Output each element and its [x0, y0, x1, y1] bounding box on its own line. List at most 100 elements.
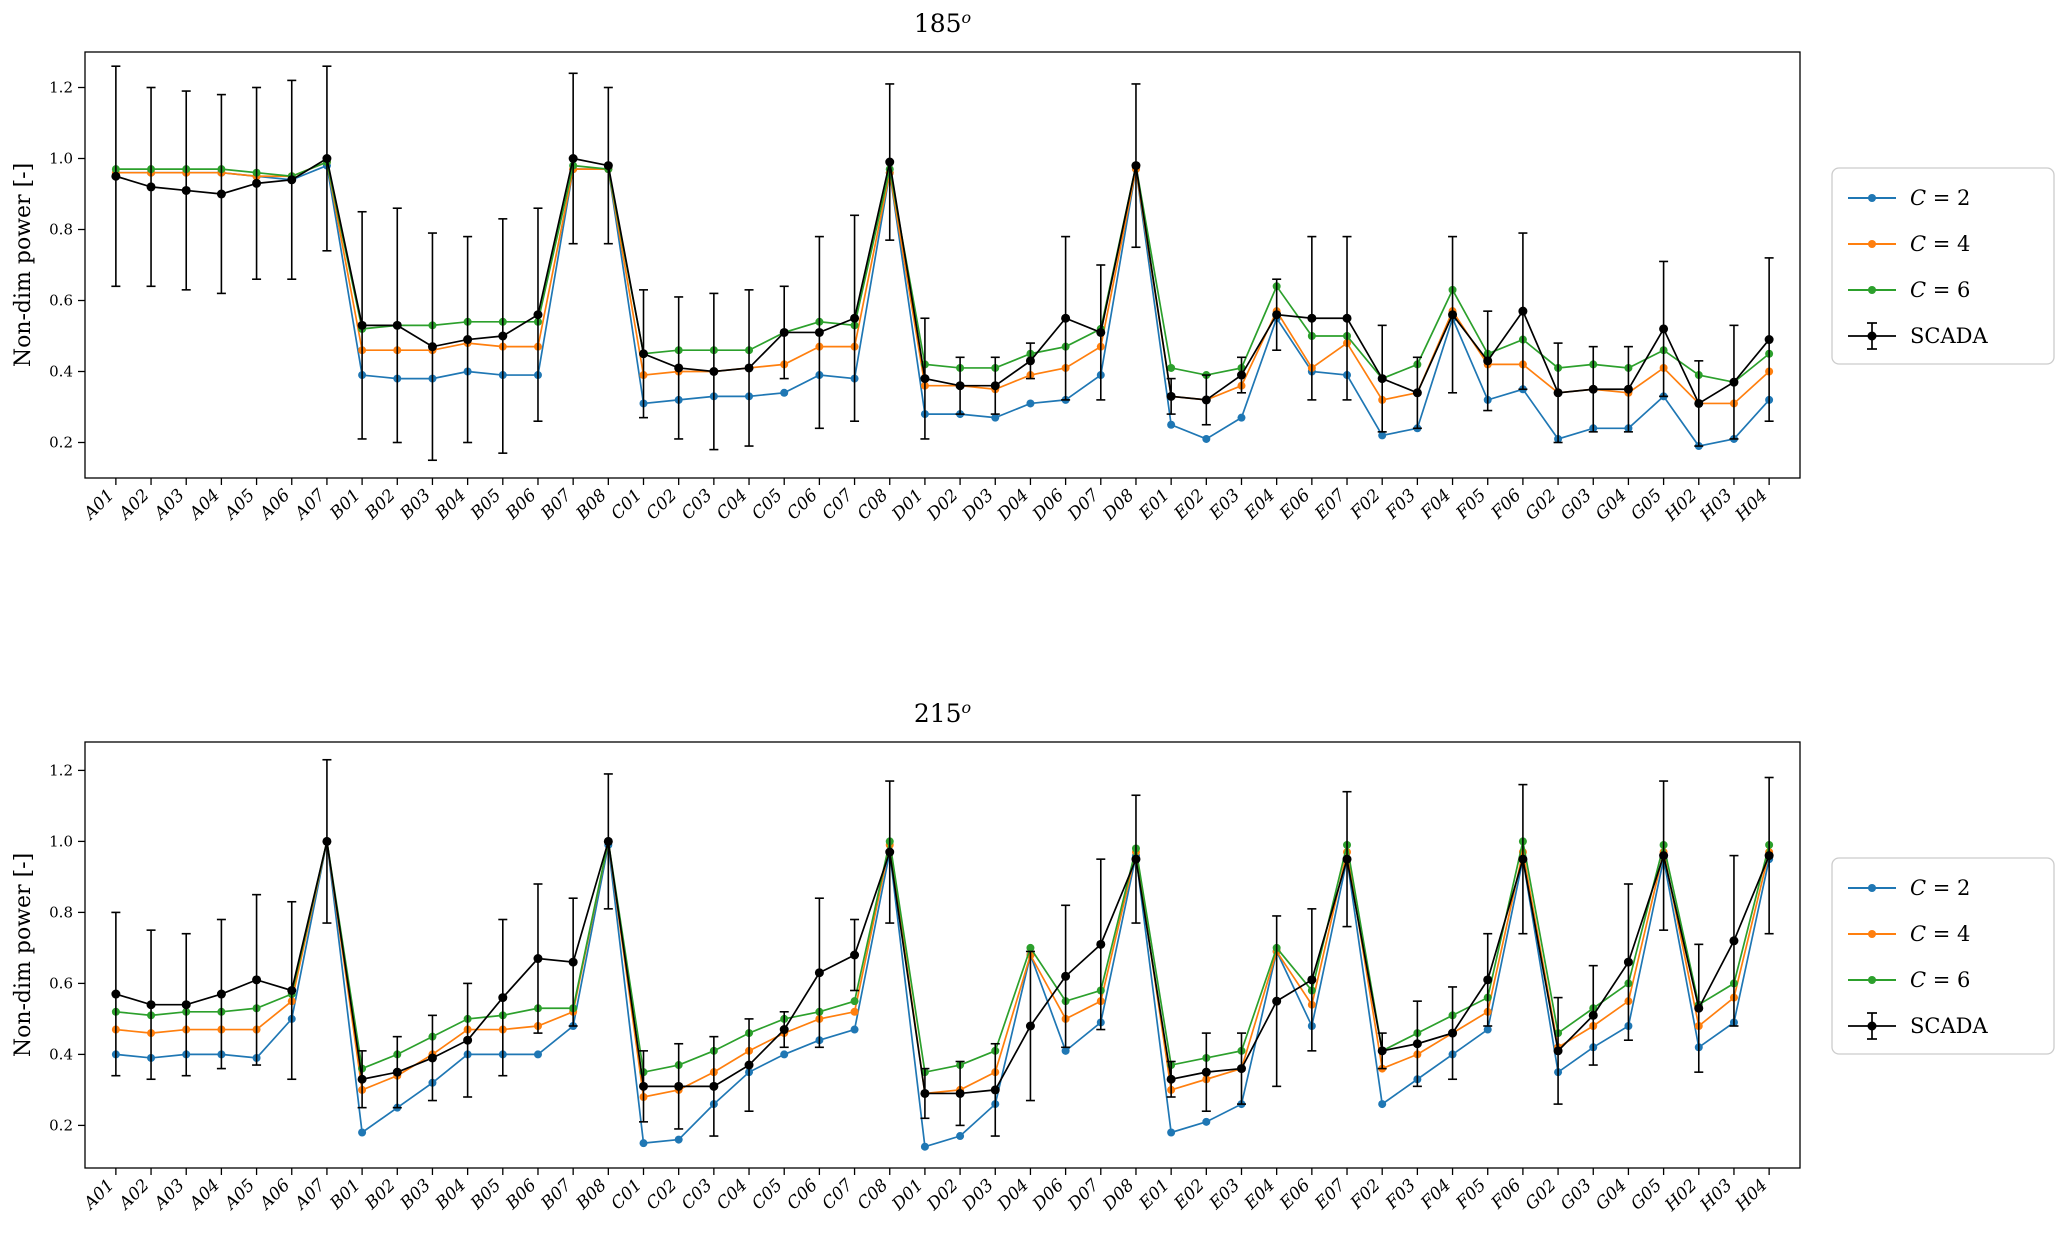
legend-label: SCADA	[1910, 1014, 1988, 1038]
series-marker	[498, 993, 508, 1003]
series-marker	[674, 1081, 684, 1091]
series-marker	[744, 1060, 754, 1070]
legend: C = 2 C = 4 C = 6 SCADA	[1831, 167, 2055, 365]
x-tick-label: E07	[1311, 1175, 1350, 1214]
series-marker	[1553, 388, 1563, 398]
series-marker	[850, 950, 860, 960]
series-marker	[1166, 1074, 1176, 1084]
series-marker	[674, 363, 684, 373]
y-tick-label: 1.0	[49, 149, 73, 167]
x-tick-label: G05	[1627, 1175, 1666, 1214]
x-tick-label: G05	[1627, 485, 1666, 524]
x-tick-label: D06	[1028, 485, 1068, 525]
series-marker	[1378, 1100, 1387, 1109]
x-tick-label: D04	[993, 1175, 1033, 1215]
x-tick-label: C05	[748, 485, 787, 524]
series-marker	[568, 154, 578, 163]
x-tick-label: C06	[783, 485, 822, 524]
series-marker	[1764, 851, 1774, 861]
x-tick-label: D04	[993, 485, 1033, 525]
series-marker	[1167, 420, 1176, 429]
x-tick-label: E07	[1311, 485, 1350, 524]
series-marker	[1026, 943, 1035, 952]
series-marker	[1623, 957, 1633, 967]
series-marker	[779, 1025, 789, 1035]
x-tick-label: F04	[1417, 485, 1455, 523]
legend-box	[1831, 857, 2055, 1055]
series-marker	[1167, 363, 1176, 372]
y-tick-label: 1.2	[49, 761, 73, 779]
x-tick-label: H04	[1731, 1175, 1772, 1216]
series-marker	[498, 331, 508, 341]
series-marker	[181, 185, 191, 195]
x-tick-label: D08	[1099, 485, 1139, 525]
series-marker	[780, 388, 789, 397]
series-marker	[709, 367, 719, 376]
series-line	[115, 157, 1770, 405]
x-tick-label: A01	[79, 1175, 119, 1215]
x-tick-label: B03	[396, 485, 435, 524]
series-marker	[956, 1132, 965, 1141]
series-marker	[287, 175, 297, 185]
x-tick-label: C05	[748, 1175, 787, 1214]
series-marker	[1236, 370, 1246, 380]
series-marker	[392, 320, 402, 330]
series-marker	[1448, 1028, 1458, 1038]
series-marker	[1378, 431, 1387, 440]
series-marker	[1588, 1010, 1598, 1020]
series-marker	[779, 327, 789, 337]
y-tick-label: 0.2	[49, 1116, 73, 1134]
x-tick-label: A06	[255, 485, 295, 525]
x-tick-label: F05	[1452, 1175, 1490, 1213]
x-tick-label: E01	[1135, 1175, 1174, 1214]
series-marker	[1448, 310, 1458, 320]
x-tick-label: B05	[466, 485, 505, 524]
series-marker	[533, 954, 543, 964]
x-tick-label: F02	[1346, 485, 1384, 523]
x-tick-label: D01	[888, 485, 928, 525]
x-tick-label: B01	[326, 1175, 365, 1214]
x-tick-label: D02	[923, 1175, 963, 1215]
x-tick-label: B08	[572, 485, 611, 524]
x-tick-label: E01	[1135, 485, 1174, 524]
legend-entry-C = 6: C = 6	[1848, 968, 1970, 992]
legend-entry-C = 2: C = 2	[1848, 876, 1970, 900]
series-marker	[1518, 306, 1528, 316]
x-tick-label: A04	[184, 485, 224, 525]
series-marker	[568, 957, 578, 967]
series-marker	[216, 989, 226, 999]
series-marker	[1025, 356, 1035, 366]
series-marker	[1377, 1046, 1387, 1056]
series-marker	[850, 313, 860, 323]
x-tick-label: G04	[1592, 1175, 1631, 1214]
series-line	[115, 164, 1770, 447]
legend-sample-marker	[1868, 240, 1876, 248]
x-axis: A01A02A03A04A05A06A07B01B02B03B04B05B06B…	[79, 1168, 1772, 1216]
series-marker	[1518, 854, 1528, 864]
series-marker	[463, 1035, 473, 1045]
x-tick-label: D03	[958, 1175, 998, 1215]
series-marker	[216, 189, 226, 199]
x-tick-label: H03	[1696, 1175, 1737, 1216]
series-marker	[1061, 1046, 1070, 1055]
series-marker	[427, 1053, 437, 1063]
x-tick-label: C01	[607, 485, 646, 524]
x-tick-label: A07	[290, 1175, 330, 1215]
x-tick-label: B04	[431, 485, 470, 524]
x-tick-label: A03	[149, 485, 189, 525]
x-tick-label: D03	[958, 485, 998, 525]
y-tick-label: 0.4	[49, 1045, 73, 1063]
x-tick-label: A05	[220, 485, 260, 525]
series-marker	[1342, 854, 1352, 864]
x-tick-label: D06	[1028, 1175, 1068, 1215]
legend-sample-marker	[1868, 884, 1876, 892]
x-tick-label: F03	[1381, 1175, 1419, 1213]
series-marker	[1061, 313, 1071, 323]
series-line	[115, 160, 1770, 405]
legend-label: C = 2	[1910, 876, 1970, 900]
series-marker	[1764, 335, 1774, 345]
series-marker	[357, 320, 367, 330]
series-marker	[1061, 971, 1071, 981]
series-C = 2	[111, 837, 1774, 1151]
series-marker	[814, 968, 824, 978]
